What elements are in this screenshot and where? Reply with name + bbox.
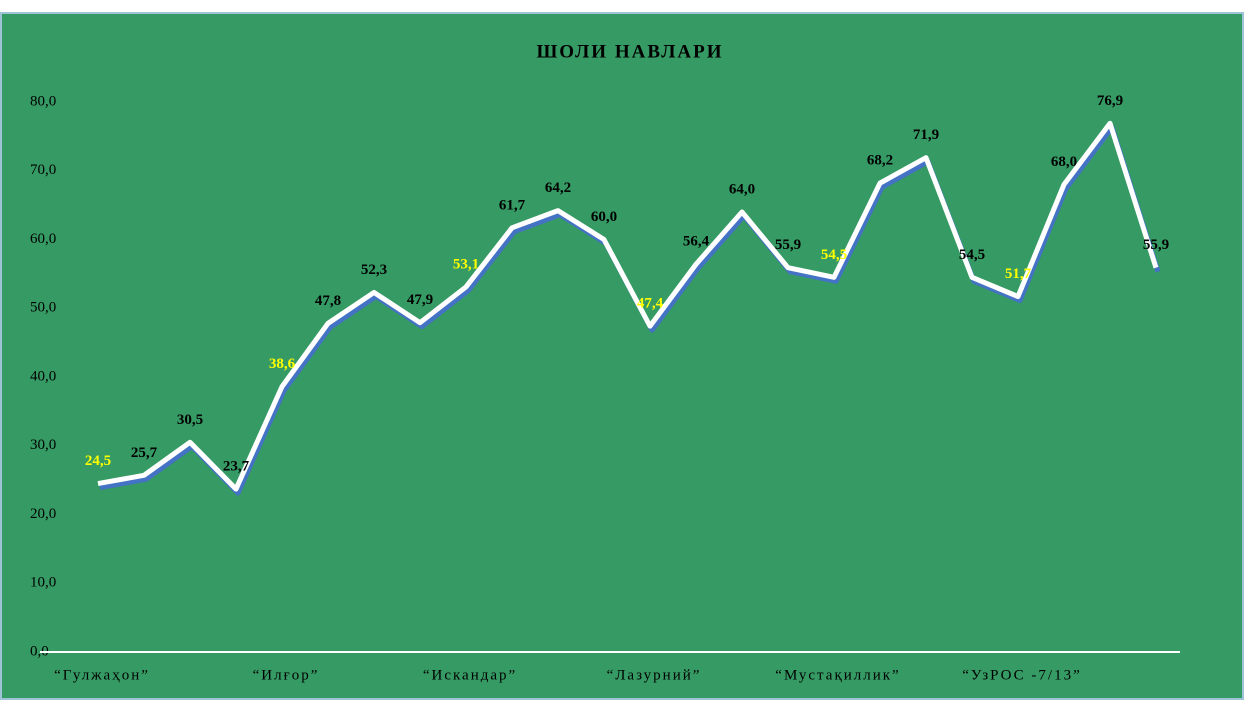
line [97, 120, 1159, 492]
value-label: 51,7 [1005, 266, 1032, 282]
y-tick-label: 10,0 [30, 575, 56, 591]
value-label: 55,9 [775, 237, 801, 253]
value-label: 64,0 [729, 181, 755, 197]
value-label: 56,4 [683, 234, 710, 250]
chart-title: ШОЛИ НАВЛАРИ [536, 41, 723, 62]
y-tick-label: 80,0 [30, 93, 56, 109]
value-label: 47,9 [407, 292, 433, 308]
value-label: 54,5 [959, 247, 985, 263]
value-label: 71,9 [913, 127, 939, 143]
value-label: 23,7 [223, 459, 250, 475]
y-tick-label: 30,0 [30, 437, 56, 453]
x-tick-label: “УзРОС -7/13” [962, 667, 1082, 683]
value-label: 52,3 [361, 262, 387, 278]
value-label: 55,9 [1143, 237, 1169, 253]
chart-background [0, 12, 1244, 700]
y-tick-label: 50,0 [30, 300, 56, 316]
value-label: 25,7 [131, 445, 158, 461]
value-label: 68,0 [1051, 154, 1077, 170]
value-label: 60,0 [591, 209, 617, 225]
x-tick-label: “Искандар” [423, 667, 517, 683]
value-label: 30,5 [177, 412, 203, 428]
x-tick-label: “Лазурний” [607, 667, 702, 683]
value-label: 61,7 [499, 197, 526, 213]
value-label: 24,5 [85, 453, 111, 469]
x-tick-label: “Илғор” [253, 667, 320, 683]
y-tick-label: 60,0 [30, 231, 56, 247]
y-tick-label: 70,0 [30, 162, 56, 178]
value-label: 54,5 [821, 247, 847, 263]
value-label: 53,1 [453, 256, 479, 272]
value-label: 64,2 [545, 180, 571, 196]
x-tick-label: “Гулжаҳон” [54, 667, 150, 683]
value-label: 47,4 [637, 296, 664, 312]
value-label: 47,8 [315, 293, 341, 309]
value-label: 38,6 [269, 356, 296, 372]
y-tick-label: 0,0 [30, 643, 49, 659]
x-tick-label: “Мустақиллик” [775, 667, 900, 683]
value-label: 68,2 [867, 153, 893, 169]
value-label: 76,9 [1097, 93, 1123, 109]
y-tick-label: 40,0 [30, 368, 56, 384]
y-tick-label: 20,0 [30, 506, 56, 522]
